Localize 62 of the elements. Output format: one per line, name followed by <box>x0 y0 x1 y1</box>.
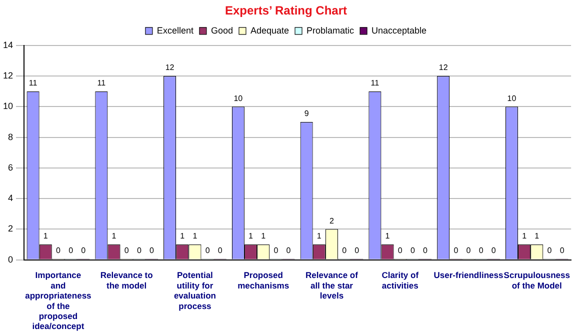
data-label: 0 <box>466 246 472 256</box>
x-tick-label: Importance and appropriateness of the proposed idea/concept <box>25 270 92 332</box>
y-tick-label: 10 <box>2 101 14 112</box>
data-label: 0 <box>560 246 565 256</box>
data-label: 0 <box>410 246 416 256</box>
x-tick-label: Relevance of all the star levels <box>306 270 358 301</box>
data-label: 0 <box>286 246 292 256</box>
data-label: 11 <box>97 78 106 88</box>
data-label: 0 <box>547 246 552 256</box>
legend-label: Unacceptable <box>372 25 427 36</box>
y-tick-label: 4 <box>8 193 14 204</box>
data-label: 1 <box>43 232 48 241</box>
data-label: 11 <box>28 78 38 88</box>
data-label: 1 <box>261 232 266 241</box>
data-label: 11 <box>370 78 380 88</box>
data-label: 1 <box>385 232 390 241</box>
legend-label: Adequate <box>250 25 290 36</box>
x-tick-label: Proposed mechanisms <box>238 270 290 290</box>
x-tick-label: Scrupulousness of the Model <box>504 270 570 290</box>
data-label: 0 <box>218 246 223 256</box>
data-label: 2 <box>330 216 334 226</box>
legend-label: Good <box>210 25 233 36</box>
data-label: 0 <box>205 246 210 256</box>
data-label: 0 <box>124 246 130 256</box>
x-tick-label: Relevance to the model <box>100 270 153 290</box>
data-label: 0 <box>68 246 74 256</box>
data-label: 0 <box>491 246 496 256</box>
legend-label: Problamatic <box>306 25 355 36</box>
data-label: 10 <box>507 94 517 103</box>
data-label: 0 <box>398 246 403 256</box>
data-label: 12 <box>165 63 175 72</box>
data-label: 1 <box>192 232 198 241</box>
data-label: 0 <box>81 246 86 256</box>
x-tick-label: Potential utility for evaluation process <box>174 270 216 311</box>
data-label: 0 <box>454 246 459 256</box>
y-tick-label: 2 <box>8 224 14 234</box>
chart-title: Experts’ Rating Chart <box>224 4 348 18</box>
data-label: 9 <box>304 109 310 118</box>
x-tick-label: Clarity of activities <box>382 270 419 290</box>
x-tick-label: User-friendliness <box>434 270 504 280</box>
data-label: 1 <box>112 232 117 241</box>
y-tick-label: 0 <box>8 254 14 264</box>
data-label: 1 <box>180 232 186 241</box>
y-tick-label: 12 <box>2 70 14 81</box>
data-label: 10 <box>234 94 244 103</box>
data-label: 1 <box>248 232 254 241</box>
data-label: 0 <box>423 246 428 256</box>
data-label: 1 <box>316 232 322 241</box>
y-tick-label: 14 <box>2 40 14 50</box>
data-label: 0 <box>478 246 484 256</box>
data-label: 0 <box>56 246 61 256</box>
y-tick-label: 6 <box>8 162 14 172</box>
data-label: 12 <box>438 63 448 72</box>
y-tick-label: 8 <box>8 132 14 142</box>
data-label: 0 <box>354 246 360 256</box>
data-label: 0 <box>150 246 155 256</box>
data-label: 1 <box>522 232 528 241</box>
data-label: 0 <box>136 246 142 256</box>
data-label: 1 <box>534 232 540 241</box>
data-label: 0 <box>342 246 348 256</box>
legend-label: Excellent <box>156 25 194 36</box>
data-label: 0 <box>274 246 279 256</box>
